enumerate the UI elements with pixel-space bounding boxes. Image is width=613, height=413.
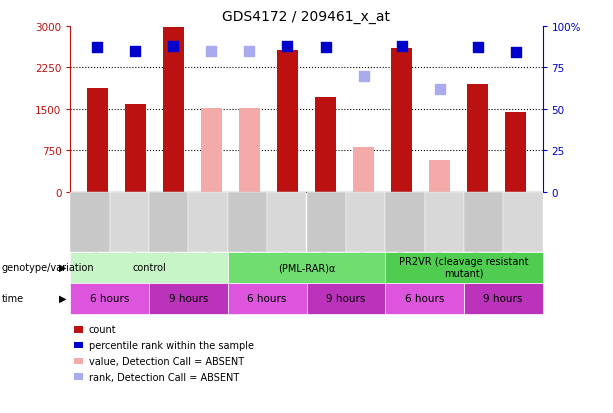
Point [245,48,254,55]
Point [131,48,140,55]
Point [321,45,330,52]
Text: 6 hours: 6 hours [90,293,129,304]
Point [169,43,178,50]
Text: ▶: ▶ [59,293,67,304]
Point [435,86,444,93]
Point [511,50,521,57]
Bar [163,28,184,192]
Title: GDS4172 / 209461_x_at: GDS4172 / 209461_x_at [223,10,390,24]
Text: (PML-RAR)α: (PML-RAR)α [278,262,335,273]
Point [397,43,406,50]
Bar [353,147,374,192]
Text: 9 hours: 9 hours [169,293,208,304]
Text: control: control [132,262,166,273]
Bar [429,161,450,192]
Text: count: count [89,325,116,335]
Bar [277,51,298,192]
Text: rank, Detection Call = ABSENT: rank, Detection Call = ABSENT [89,372,239,382]
Bar [391,49,412,192]
Point [283,43,292,50]
Text: 6 hours: 6 hours [405,293,444,304]
Text: time: time [2,293,24,304]
Point [92,45,102,52]
Bar [505,113,527,192]
Text: value, Detection Call = ABSENT: value, Detection Call = ABSENT [89,356,244,366]
Text: ▶: ▶ [59,262,67,273]
Point [473,45,482,52]
Bar [315,97,336,192]
Text: 9 hours: 9 hours [326,293,365,304]
Text: PR2VR (cleavage resistant
mutant): PR2VR (cleavage resistant mutant) [399,256,528,278]
Text: percentile rank within the sample: percentile rank within the sample [89,340,254,350]
Bar [86,88,108,192]
Bar [124,105,146,192]
Bar [201,108,222,192]
Text: 9 hours: 9 hours [484,293,523,304]
Point [207,48,216,55]
Point [359,73,368,80]
Text: 6 hours: 6 hours [248,293,287,304]
Bar [467,85,489,192]
Bar [239,109,260,192]
Text: genotype/variation: genotype/variation [2,262,94,273]
